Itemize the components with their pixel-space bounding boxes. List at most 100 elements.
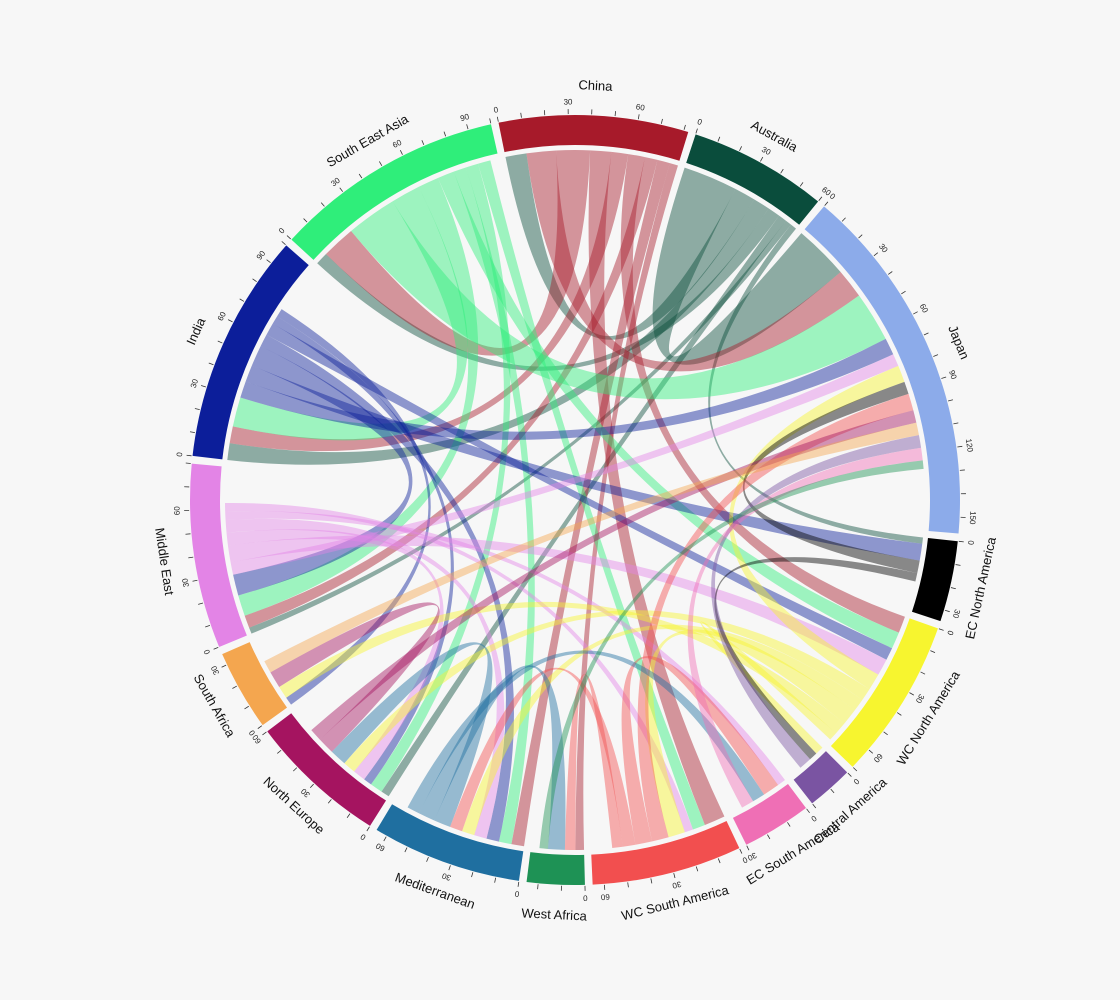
tick-mark [944, 609, 950, 613]
tick-mark [746, 845, 750, 851]
tick-mark [281, 241, 286, 245]
ribbon-india-to-south-africa [277, 309, 431, 705]
ribbon-wc-south-america-to-ec-south-america [621, 656, 779, 845]
tick-mark [399, 150, 403, 155]
tick-mark [938, 628, 944, 631]
ribbon-china-to-mediterranean [511, 159, 670, 847]
tick-label: 120 [964, 438, 975, 453]
tick-mark [806, 808, 810, 814]
tick-mark [466, 124, 469, 130]
tick-mark [767, 834, 771, 840]
tick-mark [780, 168, 784, 174]
tick-label: 30 [671, 879, 682, 890]
ribbon-layer [225, 149, 924, 850]
tick-mark [404, 847, 408, 853]
tick-mark [637, 114, 640, 120]
tick-mark [887, 271, 893, 275]
tick-label: 0 [851, 777, 861, 787]
ribbon-india-to-north-europe [272, 316, 454, 785]
tick-label: 60 [391, 138, 403, 150]
tick-mark [920, 671, 926, 675]
arc-wc-north-america [830, 618, 938, 767]
tick-mark [358, 173, 363, 179]
tick-mark [818, 196, 823, 201]
arc-north-europe [267, 713, 387, 826]
tick-mark [909, 692, 915, 696]
tick-mark [292, 767, 298, 772]
ribbon-mediterranean-to-west-africa [418, 665, 566, 850]
tick-mark [830, 788, 835, 794]
tick-label: 150 [968, 511, 978, 525]
tick-mark [847, 772, 852, 777]
ribbon-china-to-india [229, 151, 629, 452]
tick-mark [213, 647, 219, 650]
tick-mark [953, 422, 959, 425]
tick-mark [958, 540, 964, 543]
tick-mark [194, 408, 200, 411]
ribbon-china-to-wc-south-america [588, 150, 725, 825]
group-label-ec-north-america: EC North America [962, 535, 999, 641]
tick-mark [186, 454, 192, 457]
ribbon-mediterranean-to-north-europe [331, 642, 493, 827]
ribbon-australia-to-north-europe [381, 215, 786, 797]
ribbon-wc-south-america-to-mediterranean [450, 667, 636, 847]
tick-mark [517, 881, 520, 887]
tick-mark [913, 311, 918, 315]
ribbon-north-europe-to-south-africa [270, 602, 440, 752]
ribbon-south-africa-to-japan [264, 422, 919, 673]
tick-mark [520, 112, 522, 118]
tick-mark [923, 332, 929, 336]
tick-mark [383, 836, 387, 842]
tick-mark [320, 202, 325, 207]
tick-label: 0 [202, 648, 212, 656]
group-label-middle-east: Middle East [152, 527, 177, 597]
tick-label: 30 [329, 176, 342, 189]
group-label-south-africa: South Africa [191, 671, 239, 740]
tick-label: 30 [189, 377, 200, 389]
tick-label: 0 [696, 117, 704, 127]
tick-mark [947, 399, 954, 402]
ribbon-australia-to-japan [652, 167, 841, 365]
tick-mark [901, 290, 906, 295]
tick-mark [327, 799, 332, 804]
arc-australia [686, 134, 819, 225]
tick-mark [717, 858, 721, 864]
tick-label: 0 [277, 226, 287, 236]
tick-mark [494, 877, 497, 883]
tick-label: 30 [180, 577, 191, 588]
tick-label: 60 [216, 310, 228, 323]
arc-south-africa [222, 642, 288, 726]
tick-mark [366, 826, 370, 832]
ribbon-wc-north-america-to-japan [729, 365, 905, 690]
ribbon-india-to-middle-east [233, 346, 413, 596]
ribbon-india-to-ec-north-america [245, 365, 923, 561]
tick-mark [933, 354, 939, 357]
arc-mediterranean [376, 804, 524, 881]
tick-label: 60 [635, 102, 646, 112]
tick-mark [627, 882, 629, 888]
arc-ec-north-america [911, 538, 958, 622]
tick-label: 90 [255, 249, 268, 262]
ribbon-middle-east-to-wc-north-america [227, 535, 887, 675]
tick-label: 0 [945, 629, 955, 637]
tick-label: 60 [374, 841, 387, 853]
tick-label: 60 [871, 752, 884, 765]
tick-mark [950, 587, 956, 590]
tick-label: 30 [914, 693, 927, 706]
tick-mark [217, 340, 223, 344]
tick-mark [858, 234, 863, 239]
tick-mark [955, 564, 961, 566]
tick-label: 30 [299, 786, 312, 799]
tick-mark [188, 556, 194, 559]
tick-mark [673, 873, 676, 879]
tick-mark [192, 579, 198, 582]
tick-mark [205, 625, 211, 628]
tick-mark [852, 767, 858, 772]
tick-mark [208, 362, 214, 366]
tick-mark [266, 259, 271, 264]
tick-mark [760, 156, 764, 162]
tick-mark [824, 201, 829, 206]
tick-mark [614, 111, 616, 117]
arc-west-africa [526, 852, 585, 885]
